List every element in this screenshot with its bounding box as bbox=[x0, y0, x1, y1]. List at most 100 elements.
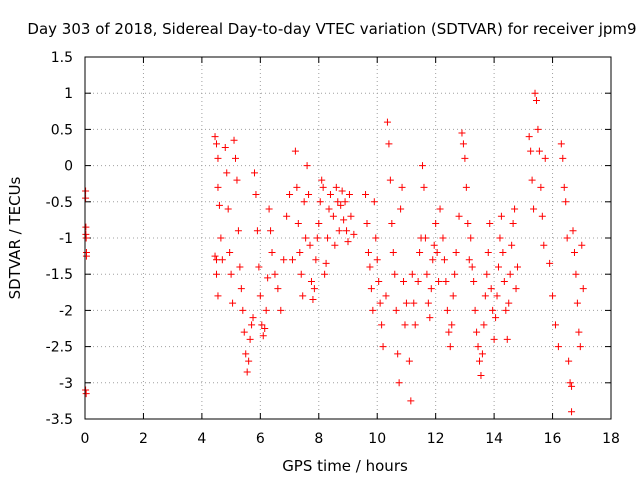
data-point bbox=[433, 248, 441, 256]
data-point bbox=[461, 154, 469, 162]
data-point bbox=[319, 183, 327, 191]
data-point bbox=[563, 234, 571, 242]
data-point bbox=[370, 198, 378, 206]
data-point bbox=[331, 241, 339, 249]
data-point bbox=[223, 169, 231, 177]
data-point bbox=[484, 248, 492, 256]
data-point bbox=[392, 306, 400, 314]
data-point bbox=[408, 270, 416, 278]
x-tick-label: 12 bbox=[427, 431, 445, 447]
data-point bbox=[557, 140, 565, 148]
data-point bbox=[565, 357, 573, 365]
y-tick-label: 0 bbox=[64, 159, 73, 175]
data-point bbox=[445, 328, 453, 336]
data-point bbox=[299, 292, 307, 300]
data-point bbox=[326, 191, 334, 199]
data-point bbox=[551, 321, 559, 329]
data-point bbox=[464, 220, 472, 228]
data-point bbox=[274, 285, 282, 293]
data-point bbox=[505, 299, 513, 307]
data-point bbox=[509, 220, 517, 228]
data-point bbox=[487, 285, 495, 293]
data-point bbox=[280, 256, 288, 264]
data-point bbox=[315, 220, 323, 228]
data-point bbox=[261, 325, 269, 332]
data-point bbox=[312, 256, 320, 264]
data-point bbox=[82, 194, 90, 202]
data-point bbox=[383, 118, 391, 126]
data-point bbox=[313, 234, 321, 242]
data-point bbox=[218, 256, 226, 264]
data-point bbox=[300, 198, 308, 206]
data-point bbox=[350, 230, 358, 238]
data-point bbox=[277, 306, 285, 314]
data-point bbox=[458, 129, 466, 137]
data-point bbox=[473, 328, 481, 336]
data-point bbox=[480, 321, 488, 329]
chart-title: Day 303 of 2018, Sidereal Day-to-day VTE… bbox=[27, 20, 636, 38]
data-point bbox=[402, 299, 410, 307]
data-point bbox=[400, 277, 408, 285]
data-point bbox=[340, 216, 348, 224]
data-point bbox=[430, 241, 438, 249]
data-point bbox=[242, 350, 250, 358]
data-point bbox=[233, 176, 241, 184]
data-point bbox=[578, 241, 586, 249]
x-tick-label: 4 bbox=[197, 431, 206, 447]
data-point bbox=[267, 227, 275, 235]
data-point bbox=[568, 382, 576, 390]
data-point bbox=[376, 299, 384, 307]
data-point bbox=[414, 277, 422, 285]
data-point bbox=[568, 408, 576, 416]
data-point bbox=[471, 306, 479, 314]
data-point bbox=[215, 201, 223, 209]
data-point bbox=[494, 263, 502, 271]
data-point bbox=[294, 220, 302, 228]
data-point bbox=[334, 198, 342, 206]
data-point bbox=[423, 270, 431, 278]
data-point bbox=[310, 285, 318, 293]
x-tick-label: 14 bbox=[485, 431, 503, 447]
data-point bbox=[362, 191, 370, 199]
data-point bbox=[502, 306, 510, 314]
data-point bbox=[499, 248, 507, 256]
data-point bbox=[462, 183, 470, 191]
data-point bbox=[572, 270, 580, 278]
data-point bbox=[439, 234, 447, 242]
data-point bbox=[224, 205, 232, 213]
data-point bbox=[239, 306, 247, 314]
data-point bbox=[256, 292, 264, 300]
data-point bbox=[410, 299, 418, 307]
data-point bbox=[364, 248, 372, 256]
data-point bbox=[528, 176, 536, 184]
data-point bbox=[231, 154, 239, 162]
data-point bbox=[366, 263, 374, 271]
data-point bbox=[467, 234, 475, 242]
data-point bbox=[341, 198, 349, 206]
data-point bbox=[262, 306, 270, 314]
data-point bbox=[211, 252, 219, 260]
data-point bbox=[468, 263, 476, 271]
data-point bbox=[344, 238, 352, 246]
data-point bbox=[477, 372, 485, 380]
data-point bbox=[307, 277, 315, 285]
data-point bbox=[436, 205, 444, 213]
data-point bbox=[324, 234, 332, 242]
data-point bbox=[474, 343, 482, 351]
data-point bbox=[476, 357, 483, 365]
data-point bbox=[575, 328, 583, 336]
data-point bbox=[429, 256, 437, 264]
data-point bbox=[237, 285, 245, 293]
data-point bbox=[296, 248, 304, 256]
data-point bbox=[288, 256, 296, 264]
data-point bbox=[386, 176, 394, 184]
data-point bbox=[538, 212, 546, 220]
data-point bbox=[427, 285, 435, 293]
data-point bbox=[513, 263, 521, 271]
x-tick-label: 8 bbox=[314, 431, 323, 447]
data-point bbox=[321, 270, 329, 278]
data-point bbox=[421, 234, 429, 242]
data-point bbox=[82, 223, 90, 231]
data-point bbox=[443, 306, 451, 314]
y-tick-label: 1.5 bbox=[51, 50, 73, 66]
